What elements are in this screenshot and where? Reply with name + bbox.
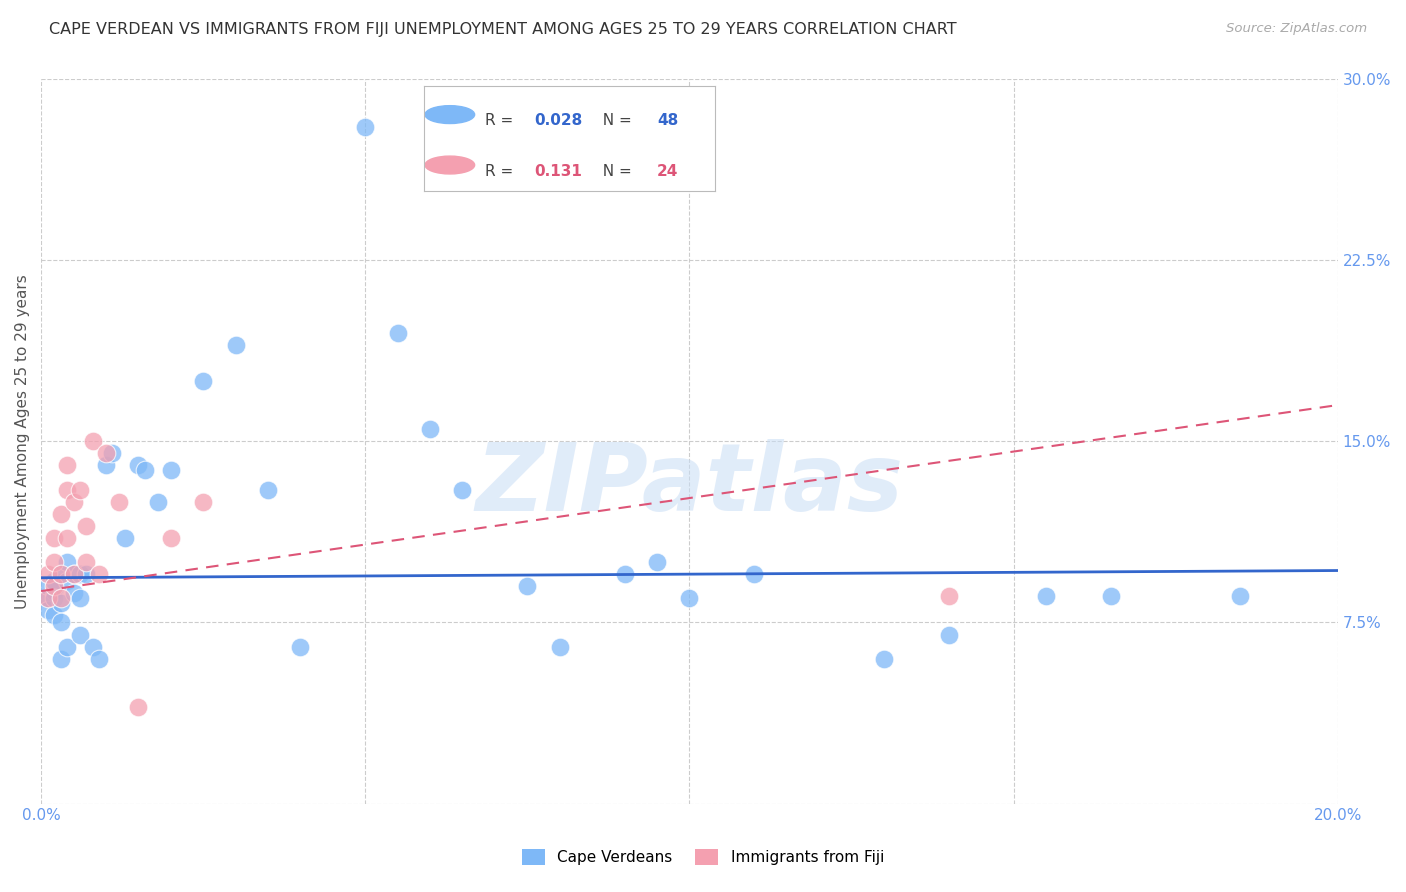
Point xyxy=(42,608,65,623)
Text: ZIPatlas: ZIPatlas xyxy=(475,439,904,531)
Point xyxy=(69,591,91,606)
Point xyxy=(69,483,91,497)
Point xyxy=(159,531,181,545)
Point xyxy=(62,567,84,582)
Point xyxy=(193,494,215,508)
Point xyxy=(419,422,441,436)
Point xyxy=(354,120,377,135)
Point xyxy=(42,584,65,599)
Point xyxy=(69,627,91,641)
Point xyxy=(257,483,280,497)
Point xyxy=(1099,589,1122,603)
Point xyxy=(37,579,59,593)
Legend: Cape Verdeans, Immigrants from Fiji: Cape Verdeans, Immigrants from Fiji xyxy=(516,843,890,871)
Point xyxy=(645,555,668,569)
Point xyxy=(873,651,896,665)
Point xyxy=(56,640,79,654)
Point xyxy=(451,483,474,497)
Point xyxy=(42,579,65,593)
Point xyxy=(742,567,765,582)
Point xyxy=(101,446,124,460)
Point xyxy=(56,458,79,473)
Point xyxy=(76,567,98,582)
Point xyxy=(62,586,84,600)
Point xyxy=(37,591,59,606)
Point xyxy=(938,627,960,641)
Point xyxy=(94,446,117,460)
Point xyxy=(42,555,65,569)
Point xyxy=(49,591,72,606)
Point xyxy=(1035,589,1057,603)
Point xyxy=(76,519,98,533)
Point xyxy=(37,567,59,582)
Point xyxy=(49,507,72,521)
Point xyxy=(290,640,312,654)
Point xyxy=(82,434,104,449)
Point xyxy=(69,567,91,582)
Point xyxy=(159,463,181,477)
Point xyxy=(49,567,72,582)
Point xyxy=(516,579,538,593)
Point xyxy=(94,458,117,473)
Point xyxy=(193,374,215,388)
Point xyxy=(56,555,79,569)
Point xyxy=(146,494,169,508)
Point xyxy=(114,531,136,545)
Point xyxy=(37,591,59,606)
Point xyxy=(678,591,700,606)
Point xyxy=(56,574,79,589)
Point xyxy=(37,603,59,617)
Point xyxy=(387,326,409,340)
Point xyxy=(127,700,149,714)
Point xyxy=(938,589,960,603)
Point xyxy=(89,651,111,665)
Point xyxy=(49,615,72,630)
Point xyxy=(49,651,72,665)
Point xyxy=(1229,589,1251,603)
Point xyxy=(127,458,149,473)
Text: Source: ZipAtlas.com: Source: ZipAtlas.com xyxy=(1226,22,1367,36)
Point xyxy=(548,640,571,654)
Point xyxy=(613,567,636,582)
Point xyxy=(82,640,104,654)
Point xyxy=(42,591,65,606)
Point xyxy=(225,337,247,351)
Point xyxy=(56,531,79,545)
Point xyxy=(62,567,84,582)
Point xyxy=(49,596,72,610)
Point xyxy=(76,555,98,569)
Point xyxy=(42,531,65,545)
Point xyxy=(108,494,131,508)
Point xyxy=(42,574,65,589)
Point xyxy=(134,463,156,477)
Point xyxy=(89,567,111,582)
Point xyxy=(62,494,84,508)
Point xyxy=(49,567,72,582)
Text: CAPE VERDEAN VS IMMIGRANTS FROM FIJI UNEMPLOYMENT AMONG AGES 25 TO 29 YEARS CORR: CAPE VERDEAN VS IMMIGRANTS FROM FIJI UNE… xyxy=(49,22,957,37)
Point xyxy=(56,483,79,497)
Y-axis label: Unemployment Among Ages 25 to 29 years: Unemployment Among Ages 25 to 29 years xyxy=(15,274,30,608)
